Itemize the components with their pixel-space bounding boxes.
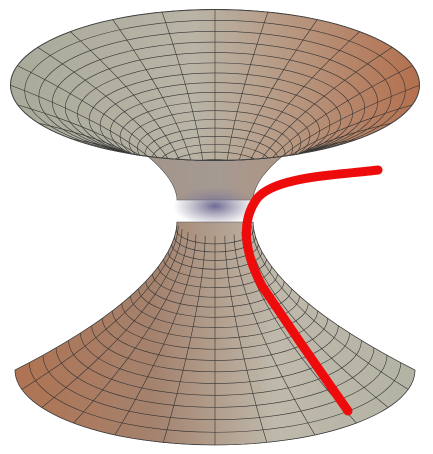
upper-rim	[10, 9, 420, 161]
mesh-meridian	[162, 235, 206, 443]
mesh-meridian	[251, 104, 414, 161]
mesh-meridian	[252, 221, 416, 371]
mesh-meridian	[241, 31, 361, 161]
mesh-meridian	[224, 11, 269, 161]
mesh-meridian	[69, 138, 189, 161]
mesh-meridian	[112, 19, 197, 161]
mesh-meridian	[69, 31, 189, 161]
neck-shade	[173, 186, 257, 226]
lower-funnel	[14, 221, 416, 446]
mesh-meridian	[21, 225, 179, 390]
upper-funnel-inner	[10, 9, 420, 161]
mesh-meridian	[73, 232, 189, 424]
mesh-meridian	[233, 19, 318, 161]
mesh-meridian	[16, 104, 179, 161]
mesh-meridian	[224, 235, 268, 443]
mesh-meridian	[114, 234, 197, 436]
mesh-meridian	[251, 65, 414, 161]
mesh-meridian	[37, 46, 183, 161]
mesh-meridian	[14, 221, 178, 371]
geodesic-curve	[241, 165, 383, 416]
mesh-meridian	[10, 84, 178, 161]
mesh-meridian	[252, 84, 420, 161]
mesh-meridian	[41, 229, 183, 408]
mesh-meridian	[161, 11, 206, 161]
mesh-meridian	[241, 138, 361, 161]
mesh-meridian	[247, 46, 393, 161]
mesh-meridian	[233, 234, 316, 436]
mesh-meridian	[251, 225, 409, 390]
mesh-meridian	[16, 65, 179, 161]
